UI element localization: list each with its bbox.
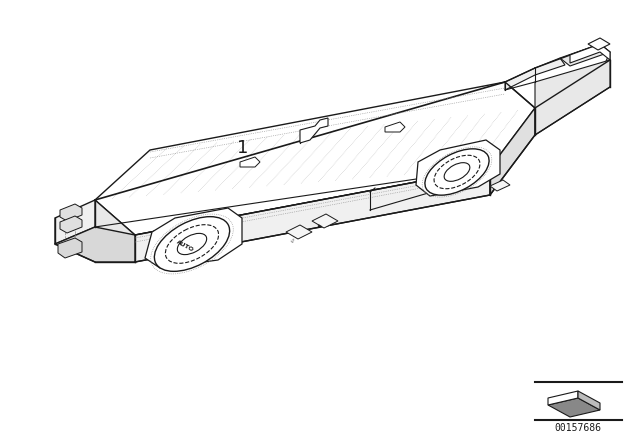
Polygon shape — [490, 108, 535, 195]
Ellipse shape — [177, 233, 207, 254]
Ellipse shape — [425, 149, 489, 195]
Polygon shape — [286, 225, 312, 239]
Polygon shape — [55, 200, 95, 244]
Text: ☃: ☃ — [289, 237, 296, 244]
Polygon shape — [490, 180, 510, 191]
Polygon shape — [145, 208, 242, 268]
Polygon shape — [385, 122, 405, 132]
Polygon shape — [560, 52, 610, 95]
Polygon shape — [588, 38, 610, 50]
Polygon shape — [240, 157, 260, 167]
Text: 1: 1 — [237, 139, 249, 157]
Polygon shape — [58, 238, 82, 258]
Polygon shape — [60, 204, 82, 221]
Polygon shape — [60, 216, 82, 233]
Polygon shape — [535, 60, 610, 135]
Polygon shape — [578, 391, 600, 410]
Polygon shape — [135, 168, 490, 262]
Text: AUTO: AUTO — [175, 239, 195, 253]
Polygon shape — [548, 391, 578, 405]
Polygon shape — [95, 82, 535, 235]
Polygon shape — [95, 200, 135, 262]
Text: ♥: ♥ — [315, 224, 321, 230]
Ellipse shape — [154, 217, 230, 271]
Polygon shape — [560, 44, 610, 66]
Polygon shape — [55, 227, 135, 262]
Ellipse shape — [434, 155, 480, 189]
Polygon shape — [416, 140, 500, 196]
Polygon shape — [312, 214, 338, 228]
Polygon shape — [570, 44, 610, 63]
Polygon shape — [505, 58, 565, 90]
Ellipse shape — [444, 163, 470, 181]
Text: 00157686: 00157686 — [554, 423, 602, 433]
Polygon shape — [548, 398, 600, 417]
Polygon shape — [300, 118, 328, 143]
Ellipse shape — [165, 225, 219, 263]
